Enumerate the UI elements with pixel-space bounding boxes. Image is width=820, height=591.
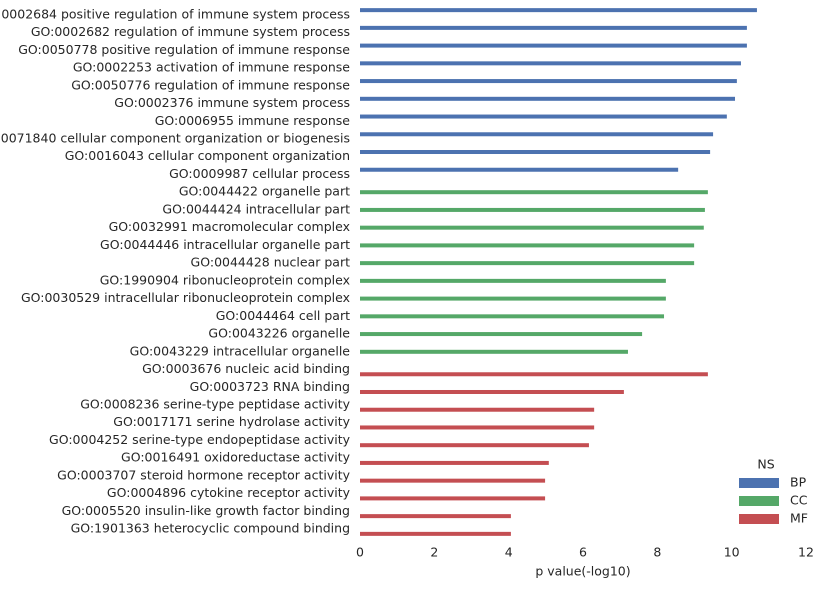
bar — [360, 332, 643, 337]
bar — [360, 114, 727, 119]
bar — [360, 296, 666, 301]
y-tick-label: GO:0002682 regulation of immune system p… — [31, 24, 350, 39]
y-tick-label: GO:0002376 immune system process — [114, 95, 350, 110]
y-tick-label: GO:0044424 intracellular part — [162, 201, 350, 216]
y-tick-label: GO:0050776 regulation of immune response — [71, 77, 350, 92]
y-tick-label: GO:0071840 cellular component organizati… — [0, 131, 350, 146]
y-tick-label: GO:0016043 cellular component organizati… — [65, 148, 350, 163]
y-tick-label: GO:0016491 oxidoreductase activity — [121, 450, 351, 465]
bar — [360, 150, 711, 155]
legend-title: NS — [757, 457, 774, 472]
y-tick-label: GO:0044422 organelle part — [179, 184, 350, 199]
x-tick-label: 10 — [724, 545, 740, 560]
bar — [360, 443, 589, 448]
x-tick-label: 4 — [505, 545, 513, 560]
y-tick-label: GO:0030529 intracellular ribonucleoprote… — [21, 290, 350, 305]
x-tick-label: 0 — [356, 545, 364, 560]
x-tick-label: 8 — [653, 545, 661, 560]
x-tick-label: 6 — [579, 545, 587, 560]
y-tick-label: GO:0002684 positive regulation of immune… — [0, 6, 350, 21]
bar — [360, 190, 708, 195]
legend-label: MF — [790, 511, 808, 526]
bar — [360, 225, 704, 230]
bar — [360, 514, 511, 519]
bar — [360, 349, 628, 354]
bar — [360, 243, 695, 248]
y-tick-label: GO:0003676 nucleic acid binding — [142, 361, 350, 376]
bar — [360, 167, 679, 172]
y-tick-label: GO:0008236 serine-type peptidase activit… — [80, 397, 350, 412]
y-tick-label: GO:1990904 ribonucleoprotein complex — [100, 272, 350, 287]
x-tick-label: 2 — [430, 545, 438, 560]
y-tick-label: GO:0004252 serine-type endopeptidase act… — [49, 432, 351, 447]
legend-swatch — [739, 478, 779, 488]
legend-swatch — [739, 496, 779, 506]
bar — [360, 372, 708, 377]
bar — [360, 261, 695, 266]
bar — [360, 278, 666, 283]
bar — [360, 314, 665, 319]
bar — [360, 8, 757, 13]
legend-swatch — [739, 514, 779, 524]
y-tick-label: GO:1901363 heterocyclic compound binding — [71, 521, 350, 536]
bar — [360, 96, 736, 101]
bar — [360, 79, 737, 84]
bar — [360, 207, 705, 212]
bar — [360, 25, 747, 30]
y-tick-label: GO:0050778 positive regulation of immune… — [18, 42, 350, 57]
y-tick-label: GO:0003707 steroid hormone receptor acti… — [57, 467, 350, 482]
bar — [360, 496, 546, 501]
bar — [360, 61, 741, 66]
bar — [360, 43, 747, 48]
bar — [360, 460, 549, 465]
y-tick-label: GO:0004896 cytokine receptor activity — [107, 485, 351, 500]
x-axis-label: p value(-log10) — [535, 564, 630, 579]
legend-label: BP — [790, 475, 807, 490]
bar — [360, 531, 511, 536]
bar — [360, 407, 595, 412]
bar — [360, 132, 714, 137]
y-tick-label: GO:0005520 insulin-like growth factor bi… — [62, 503, 350, 518]
y-tick-label: GO:0044446 intracellular organelle part — [100, 237, 350, 252]
y-tick-label: GO:0017171 serine hydrolase activity — [113, 414, 350, 429]
y-tick-label: GO:0044464 cell part — [216, 308, 350, 323]
x-tick-label: 12 — [798, 545, 814, 560]
y-tick-label: GO:0032991 macromolecular complex — [109, 219, 350, 234]
bar — [360, 478, 546, 483]
y-tick-label: GO:0002253 activation of immune response — [73, 60, 350, 75]
y-tick-label: GO:0043229 intracellular organelle — [130, 343, 351, 358]
y-tick-label: GO:0043226 organelle — [208, 326, 350, 341]
bar — [360, 425, 595, 430]
y-tick-label: GO:0006955 immune response — [155, 113, 351, 128]
legend-label: CC — [790, 493, 808, 508]
y-tick-label: GO:0003723 RNA binding — [190, 379, 350, 394]
bar — [360, 389, 624, 394]
y-tick-label: GO:0044428 nuclear part — [191, 255, 351, 270]
y-tick-label: GO:0009987 cellular process — [169, 166, 350, 181]
